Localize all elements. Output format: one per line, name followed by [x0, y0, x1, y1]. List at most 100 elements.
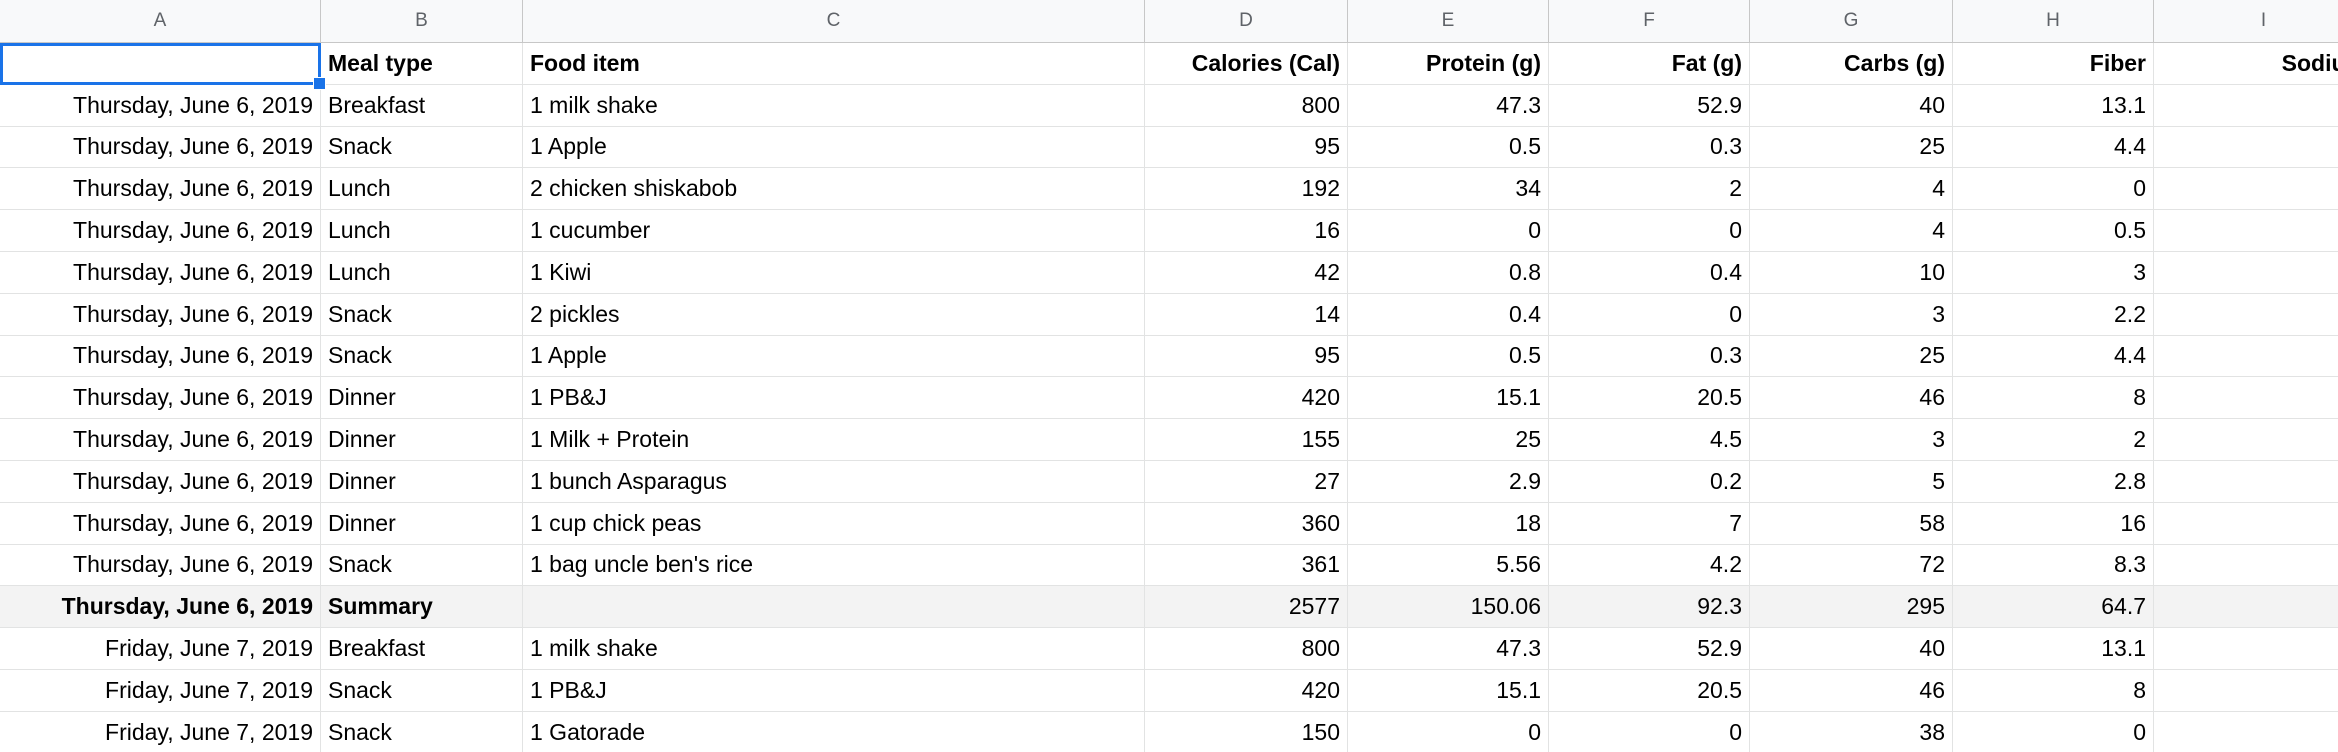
cell[interactable]: 95	[1145, 335, 1348, 378]
cell[interactable]: 4	[1750, 168, 1953, 211]
header-cell[interactable]: Carbs (g)	[1750, 43, 1953, 85]
cell[interactable]: Dinner	[321, 377, 523, 420]
cell[interactable]: 46	[1750, 377, 1953, 420]
cell[interactable]: 2 chicken shiskabob	[523, 168, 1145, 211]
cell[interactable]: 0	[1953, 711, 2154, 752]
header-cell[interactable]: Calories (Cal)	[1145, 43, 1348, 85]
cell[interactable]: 3	[1953, 252, 2154, 294]
cell[interactable]: 25	[1348, 419, 1549, 461]
cell[interactable]: 27	[1145, 461, 1348, 503]
cell[interactable]: 361	[1145, 544, 1348, 587]
cell[interactable]: 0	[1953, 168, 2154, 211]
cell[interactable]: 1 cup chick peas	[523, 502, 1145, 545]
column-header[interactable]: I	[2154, 0, 2338, 43]
cell[interactable]	[2154, 252, 2338, 294]
column-header[interactable]: D	[1145, 0, 1348, 43]
cell[interactable]: 1 Apple	[523, 335, 1145, 378]
cell[interactable]: Thursday, June 6, 2019	[0, 544, 321, 587]
fill-handle[interactable]	[313, 77, 326, 90]
cell[interactable]	[2154, 545, 2338, 587]
cell[interactable]: 0.8	[1348, 252, 1549, 294]
cell[interactable]: Lunch	[321, 252, 523, 294]
cell[interactable]: 1 milk shake	[523, 628, 1145, 670]
cell[interactable]	[2154, 377, 2338, 420]
cell[interactable]: 3	[1750, 419, 1953, 461]
cell[interactable]: Friday, June 7, 2019	[0, 628, 321, 670]
cell[interactable]	[2154, 127, 2338, 169]
cell[interactable]: 58	[1750, 502, 1953, 545]
cell[interactable]: Snack	[321, 544, 523, 587]
cell[interactable]: 0	[1549, 210, 1750, 252]
cell[interactable]: 13.1	[1953, 628, 2154, 670]
header-cell[interactable]: Fiber	[1953, 43, 2154, 85]
cell[interactable]: 420	[1145, 377, 1348, 420]
cell[interactable]: Dinner	[321, 461, 523, 503]
cell[interactable]: Lunch	[321, 168, 523, 211]
cell[interactable]: 0.2	[1549, 461, 1750, 503]
cell[interactable]: 2.8	[1953, 461, 2154, 503]
header-cell[interactable]: Sodium	[2154, 43, 2338, 85]
cell[interactable]: 40	[1750, 628, 1953, 670]
cell[interactable]: 92.3	[1549, 586, 1750, 629]
cell[interactable]: 1 Apple	[523, 126, 1145, 169]
header-cell[interactable]: Fat (g)	[1549, 43, 1750, 85]
cell[interactable]: 13.1	[1953, 84, 2154, 127]
cell[interactable]: 8	[1953, 670, 2154, 712]
cell[interactable]: 8.3	[1953, 544, 2154, 587]
cell[interactable]: Thursday, June 6, 2019	[0, 419, 321, 461]
cell[interactable]: Thursday, June 6, 2019	[0, 84, 321, 127]
cell[interactable]: Thursday, June 6, 2019	[0, 168, 321, 211]
cell[interactable]: 360	[1145, 502, 1348, 545]
cell[interactable]: 4.2	[1549, 544, 1750, 587]
cell[interactable]	[2154, 336, 2338, 378]
cell[interactable]: 2.2	[1953, 293, 2154, 336]
cell[interactable]: 1 PB&J	[523, 670, 1145, 712]
cell[interactable]: 25	[1750, 126, 1953, 169]
cell[interactable]	[523, 586, 1145, 629]
cell[interactable]: Thursday, June 6, 2019	[0, 586, 321, 629]
cell[interactable]	[2154, 503, 2338, 545]
cell[interactable]: 420	[1145, 670, 1348, 712]
cell[interactable]	[2154, 210, 2338, 252]
cell[interactable]: 150.06	[1348, 586, 1549, 629]
cell[interactable]: 1 Gatorade	[523, 711, 1145, 752]
cell[interactable]: 5.56	[1348, 544, 1549, 587]
cell[interactable]: 1 cucumber	[523, 210, 1145, 252]
cell[interactable]: 800	[1145, 628, 1348, 670]
cell[interactable]: 25	[1750, 335, 1953, 378]
cell[interactable]: Friday, June 7, 2019	[0, 670, 321, 712]
cell[interactable]: 16	[1953, 502, 2154, 545]
cell[interactable]: 0	[1549, 711, 1750, 752]
cell[interactable]: 800	[1145, 84, 1348, 127]
cell[interactable]: 15.1	[1348, 670, 1549, 712]
cell[interactable]: 95	[1145, 126, 1348, 169]
cell[interactable]: Thursday, June 6, 2019	[0, 377, 321, 420]
cell[interactable]: Snack	[321, 335, 523, 378]
cell[interactable]: 0.5	[1953, 210, 2154, 252]
cell[interactable]: 16	[1145, 210, 1348, 252]
cell[interactable]: 4.5	[1549, 419, 1750, 461]
header-cell[interactable]: Food item	[523, 43, 1145, 85]
cell[interactable]: 1 Milk + Protein	[523, 419, 1145, 461]
cell[interactable]: Lunch	[321, 210, 523, 252]
cell[interactable]: Thursday, June 6, 2019	[0, 293, 321, 336]
cell[interactable]: 150	[1145, 711, 1348, 752]
cell[interactable]	[2154, 586, 2338, 629]
cell[interactable]: 52.9	[1549, 84, 1750, 127]
cell[interactable]: 47.3	[1348, 628, 1549, 670]
cell[interactable]: 0.4	[1549, 252, 1750, 294]
cell[interactable]: Friday, June 7, 2019	[0, 711, 321, 752]
cell[interactable]: 14	[1145, 293, 1348, 336]
cell[interactable]: 20.5	[1549, 670, 1750, 712]
cell[interactable]: 5	[1750, 461, 1953, 503]
cell[interactable]: 0.5	[1348, 335, 1549, 378]
header-cell[interactable]: Protein (g)	[1348, 43, 1549, 85]
cell[interactable]: 52.9	[1549, 628, 1750, 670]
cell[interactable]	[2154, 294, 2338, 336]
cell[interactable]: 4.4	[1953, 126, 2154, 169]
cell[interactable]: Breakfast	[321, 628, 523, 670]
cell[interactable]: 1 bunch Asparagus	[523, 461, 1145, 503]
column-header[interactable]: H	[1953, 0, 2154, 43]
cell[interactable]: 3	[1750, 293, 1953, 336]
cell[interactable]: 18	[1348, 502, 1549, 545]
